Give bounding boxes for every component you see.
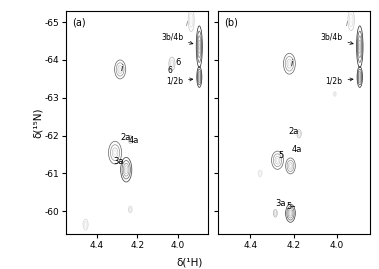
Text: 6: 6: [168, 66, 173, 75]
Text: 4a: 4a: [292, 145, 302, 154]
Text: 5: 5: [278, 151, 283, 160]
Text: 1/2b: 1/2b: [166, 76, 193, 85]
Y-axis label: δ(¹⁵N): δ(¹⁵N): [33, 107, 43, 138]
Text: $i$: $i$: [345, 19, 349, 28]
Text: δ(¹H): δ(¹H): [176, 258, 203, 268]
Text: (b): (b): [224, 17, 238, 27]
Text: 4a: 4a: [128, 136, 138, 145]
Text: (a): (a): [72, 17, 86, 27]
Text: i: i: [121, 64, 123, 73]
Text: 3a: 3a: [276, 199, 286, 208]
Text: 6: 6: [175, 58, 181, 67]
Text: i: i: [290, 59, 293, 68]
Text: 2a: 2a: [120, 133, 130, 142]
Text: 2a: 2a: [288, 128, 299, 136]
Text: 3b/4b: 3b/4b: [320, 33, 353, 44]
Text: 3a: 3a: [113, 157, 123, 166]
Text: $i$: $i$: [185, 19, 189, 28]
Text: 3b/4b: 3b/4b: [161, 33, 193, 44]
Text: 1/2b: 1/2b: [326, 76, 353, 85]
Text: 5–: 5–: [287, 202, 296, 211]
